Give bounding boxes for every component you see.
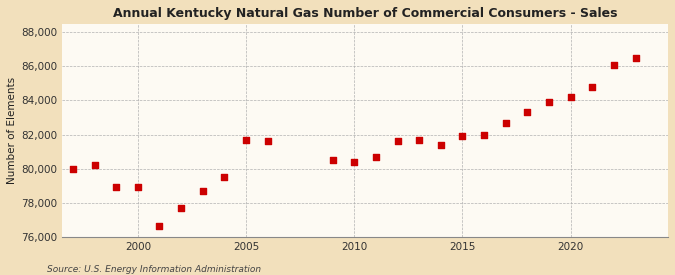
Point	[371, 155, 381, 159]
Point	[630, 56, 641, 60]
Point	[479, 132, 489, 137]
Point	[414, 138, 425, 142]
Point	[543, 100, 554, 104]
Point	[392, 139, 403, 144]
Point	[154, 224, 165, 229]
Point	[587, 85, 597, 89]
Point	[241, 138, 252, 142]
Point	[89, 163, 100, 167]
Point	[609, 62, 620, 67]
Point	[219, 175, 230, 179]
Text: Source: U.S. Energy Information Administration: Source: U.S. Energy Information Administ…	[47, 265, 261, 274]
Point	[435, 142, 446, 147]
Point	[111, 185, 122, 189]
Point	[263, 139, 273, 144]
Point	[522, 110, 533, 115]
Point	[500, 120, 511, 125]
Point	[132, 185, 143, 189]
Point	[176, 205, 186, 210]
Y-axis label: Number of Elements: Number of Elements	[7, 77, 17, 184]
Point	[349, 160, 360, 164]
Point	[327, 158, 338, 162]
Point	[457, 134, 468, 138]
Point	[68, 166, 78, 171]
Title: Annual Kentucky Natural Gas Number of Commercial Consumers - Sales: Annual Kentucky Natural Gas Number of Co…	[113, 7, 618, 20]
Point	[197, 189, 208, 193]
Point	[565, 95, 576, 99]
